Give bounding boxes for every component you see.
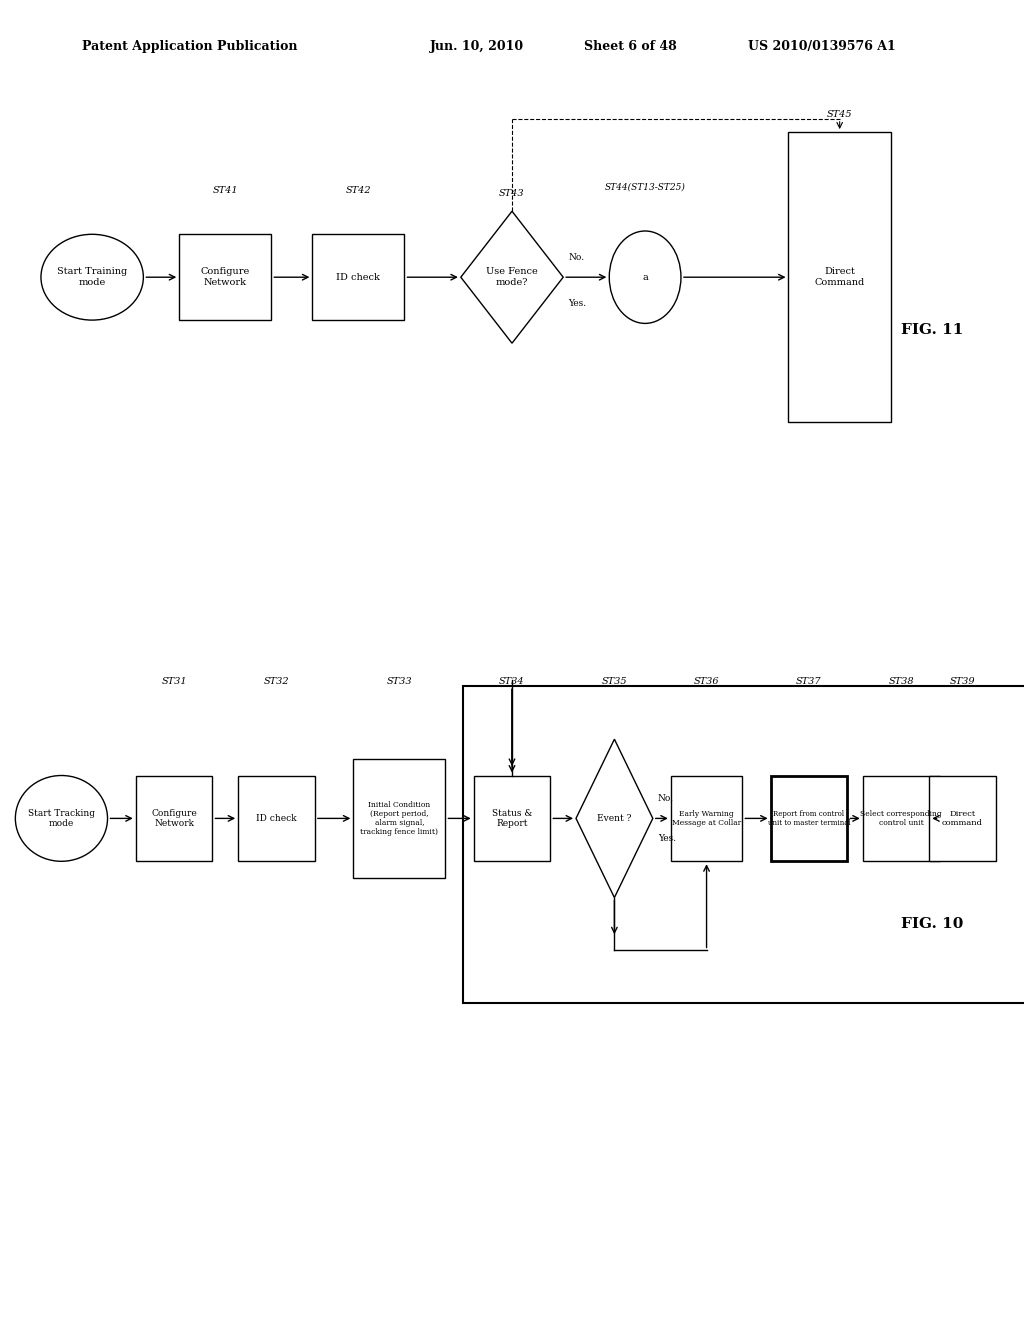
- Text: Start Training
mode: Start Training mode: [57, 268, 127, 286]
- Text: ST45: ST45: [826, 110, 853, 119]
- Text: Use Fence
mode?: Use Fence mode?: [486, 268, 538, 286]
- Text: ST38: ST38: [888, 677, 914, 686]
- Text: Configure
Network: Configure Network: [201, 268, 250, 286]
- Text: ST35: ST35: [601, 677, 628, 686]
- Text: ST39: ST39: [949, 677, 976, 686]
- Text: US 2010/0139576 A1: US 2010/0139576 A1: [748, 40, 895, 53]
- Text: ID check: ID check: [337, 273, 380, 281]
- Polygon shape: [575, 739, 653, 898]
- Text: Start Tracking
mode: Start Tracking mode: [28, 809, 95, 828]
- Circle shape: [609, 231, 681, 323]
- Polygon shape: [461, 211, 563, 343]
- Text: ST34: ST34: [499, 677, 525, 686]
- Ellipse shape: [15, 776, 108, 861]
- Text: ST43: ST43: [499, 189, 525, 198]
- Text: ST31: ST31: [161, 677, 187, 686]
- Text: Direct
Command: Direct Command: [814, 268, 865, 286]
- Text: Event ?: Event ?: [597, 814, 632, 822]
- Text: Report from control
unit to master terminal: Report from control unit to master termi…: [768, 809, 850, 828]
- FancyBboxPatch shape: [771, 776, 848, 861]
- Text: Sheet 6 of 48: Sheet 6 of 48: [584, 40, 677, 53]
- Text: Early Warning
Message at Collar: Early Warning Message at Collar: [672, 809, 741, 828]
- FancyBboxPatch shape: [930, 776, 995, 861]
- Text: Direct
command: Direct command: [942, 809, 983, 828]
- FancyBboxPatch shape: [312, 235, 404, 319]
- Text: Configure
Network: Configure Network: [152, 809, 197, 828]
- Text: Select corresponding
control unit: Select corresponding control unit: [860, 809, 942, 828]
- Text: ID check: ID check: [256, 814, 297, 822]
- FancyBboxPatch shape: [463, 686, 1024, 1003]
- Text: ST42: ST42: [345, 186, 372, 195]
- FancyBboxPatch shape: [862, 776, 940, 861]
- FancyBboxPatch shape: [179, 235, 271, 319]
- Text: Jun. 10, 2010: Jun. 10, 2010: [430, 40, 524, 53]
- FancyBboxPatch shape: [135, 776, 213, 861]
- Text: ST41: ST41: [212, 186, 239, 195]
- Text: Initial Condition
(Report period,
alarm signal,
tracking fence limit): Initial Condition (Report period, alarm …: [360, 801, 438, 836]
- Text: ST37: ST37: [796, 677, 822, 686]
- Text: Status &
Report: Status & Report: [492, 809, 532, 828]
- Text: ST36: ST36: [693, 677, 720, 686]
- FancyBboxPatch shape: [788, 132, 891, 422]
- Ellipse shape: [41, 235, 143, 321]
- Text: ST44(ST13-ST25): ST44(ST13-ST25): [605, 182, 685, 191]
- Text: No.: No.: [657, 795, 674, 803]
- Text: FIG. 10: FIG. 10: [901, 917, 964, 931]
- Text: Patent Application Publication: Patent Application Publication: [82, 40, 297, 53]
- Text: Yes.: Yes.: [657, 834, 676, 842]
- Text: FIG. 11: FIG. 11: [901, 323, 964, 337]
- Text: a: a: [642, 273, 648, 281]
- Text: ST32: ST32: [263, 677, 290, 686]
- FancyBboxPatch shape: [353, 759, 445, 878]
- Text: Yes.: Yes.: [568, 300, 587, 308]
- Text: ST33: ST33: [386, 677, 413, 686]
- FancyBboxPatch shape: [238, 776, 315, 861]
- FancyBboxPatch shape: [473, 776, 551, 861]
- FancyBboxPatch shape: [671, 776, 742, 861]
- Text: No.: No.: [568, 253, 585, 261]
